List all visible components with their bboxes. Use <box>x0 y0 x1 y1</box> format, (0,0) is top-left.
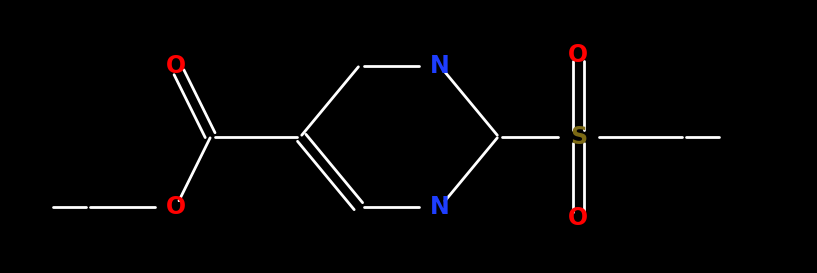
Text: N: N <box>430 54 449 78</box>
Text: O: O <box>166 54 185 78</box>
Text: O: O <box>569 206 588 230</box>
Text: N: N <box>430 195 449 219</box>
Text: O: O <box>166 195 185 219</box>
Text: O: O <box>569 43 588 67</box>
Text: S: S <box>570 124 587 149</box>
